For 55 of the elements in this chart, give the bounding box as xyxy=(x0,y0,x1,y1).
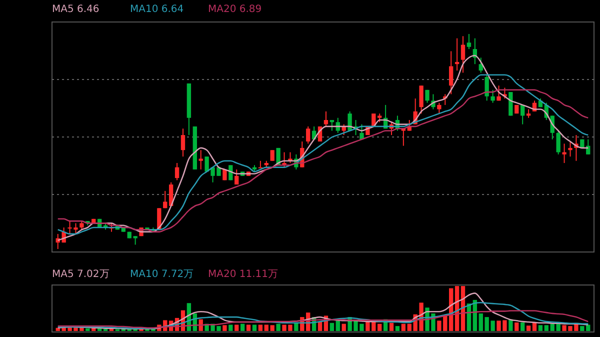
candlestick xyxy=(425,89,430,104)
bar xyxy=(550,324,554,331)
text: MA20 11.11万 xyxy=(208,269,278,280)
bar xyxy=(258,324,263,331)
text: MA20 6.89 xyxy=(208,4,262,15)
candlestick xyxy=(449,50,454,95)
candlestick xyxy=(490,89,495,104)
bar xyxy=(378,324,382,331)
bar xyxy=(276,324,280,331)
candlestick xyxy=(336,117,340,134)
text: MA10 7.72万 xyxy=(130,269,194,280)
text: MA5 6.46 xyxy=(52,4,100,15)
text: MA10 6.64 xyxy=(130,4,184,15)
bar xyxy=(228,324,233,331)
bar xyxy=(407,324,412,331)
candlestick xyxy=(437,102,442,114)
bar xyxy=(342,324,346,331)
candlestick xyxy=(562,143,566,164)
bar xyxy=(508,319,513,331)
candlestick xyxy=(163,190,168,209)
candlestick xyxy=(270,150,274,162)
candlestick xyxy=(496,85,501,102)
bar xyxy=(246,324,251,331)
bar xyxy=(389,322,394,331)
bar xyxy=(538,325,543,331)
candlestick xyxy=(568,141,572,158)
bar xyxy=(222,325,227,331)
bar xyxy=(264,324,268,331)
bar xyxy=(478,313,483,331)
bar xyxy=(514,322,519,331)
bar xyxy=(556,324,560,331)
candlestick xyxy=(198,150,203,170)
candlestick xyxy=(180,128,186,158)
candlestick xyxy=(484,74,489,102)
bar xyxy=(240,324,245,331)
candlestick xyxy=(466,34,472,50)
bar xyxy=(544,325,549,331)
candlestick xyxy=(234,168,239,185)
bar xyxy=(234,324,239,331)
bar xyxy=(252,324,257,331)
bar xyxy=(294,322,298,331)
text: MA5 7.02万 xyxy=(52,269,110,280)
candlestick xyxy=(360,124,364,140)
bar xyxy=(270,325,274,331)
candlestick xyxy=(324,110,328,127)
bar xyxy=(526,326,531,331)
bar xyxy=(401,324,406,331)
bar xyxy=(395,326,400,331)
candlestick xyxy=(556,130,560,155)
candlestick xyxy=(460,36,466,74)
bar xyxy=(520,322,525,331)
candlestick xyxy=(174,162,180,181)
candlestick xyxy=(419,85,424,114)
candlestick xyxy=(306,126,310,144)
bar xyxy=(330,322,334,331)
